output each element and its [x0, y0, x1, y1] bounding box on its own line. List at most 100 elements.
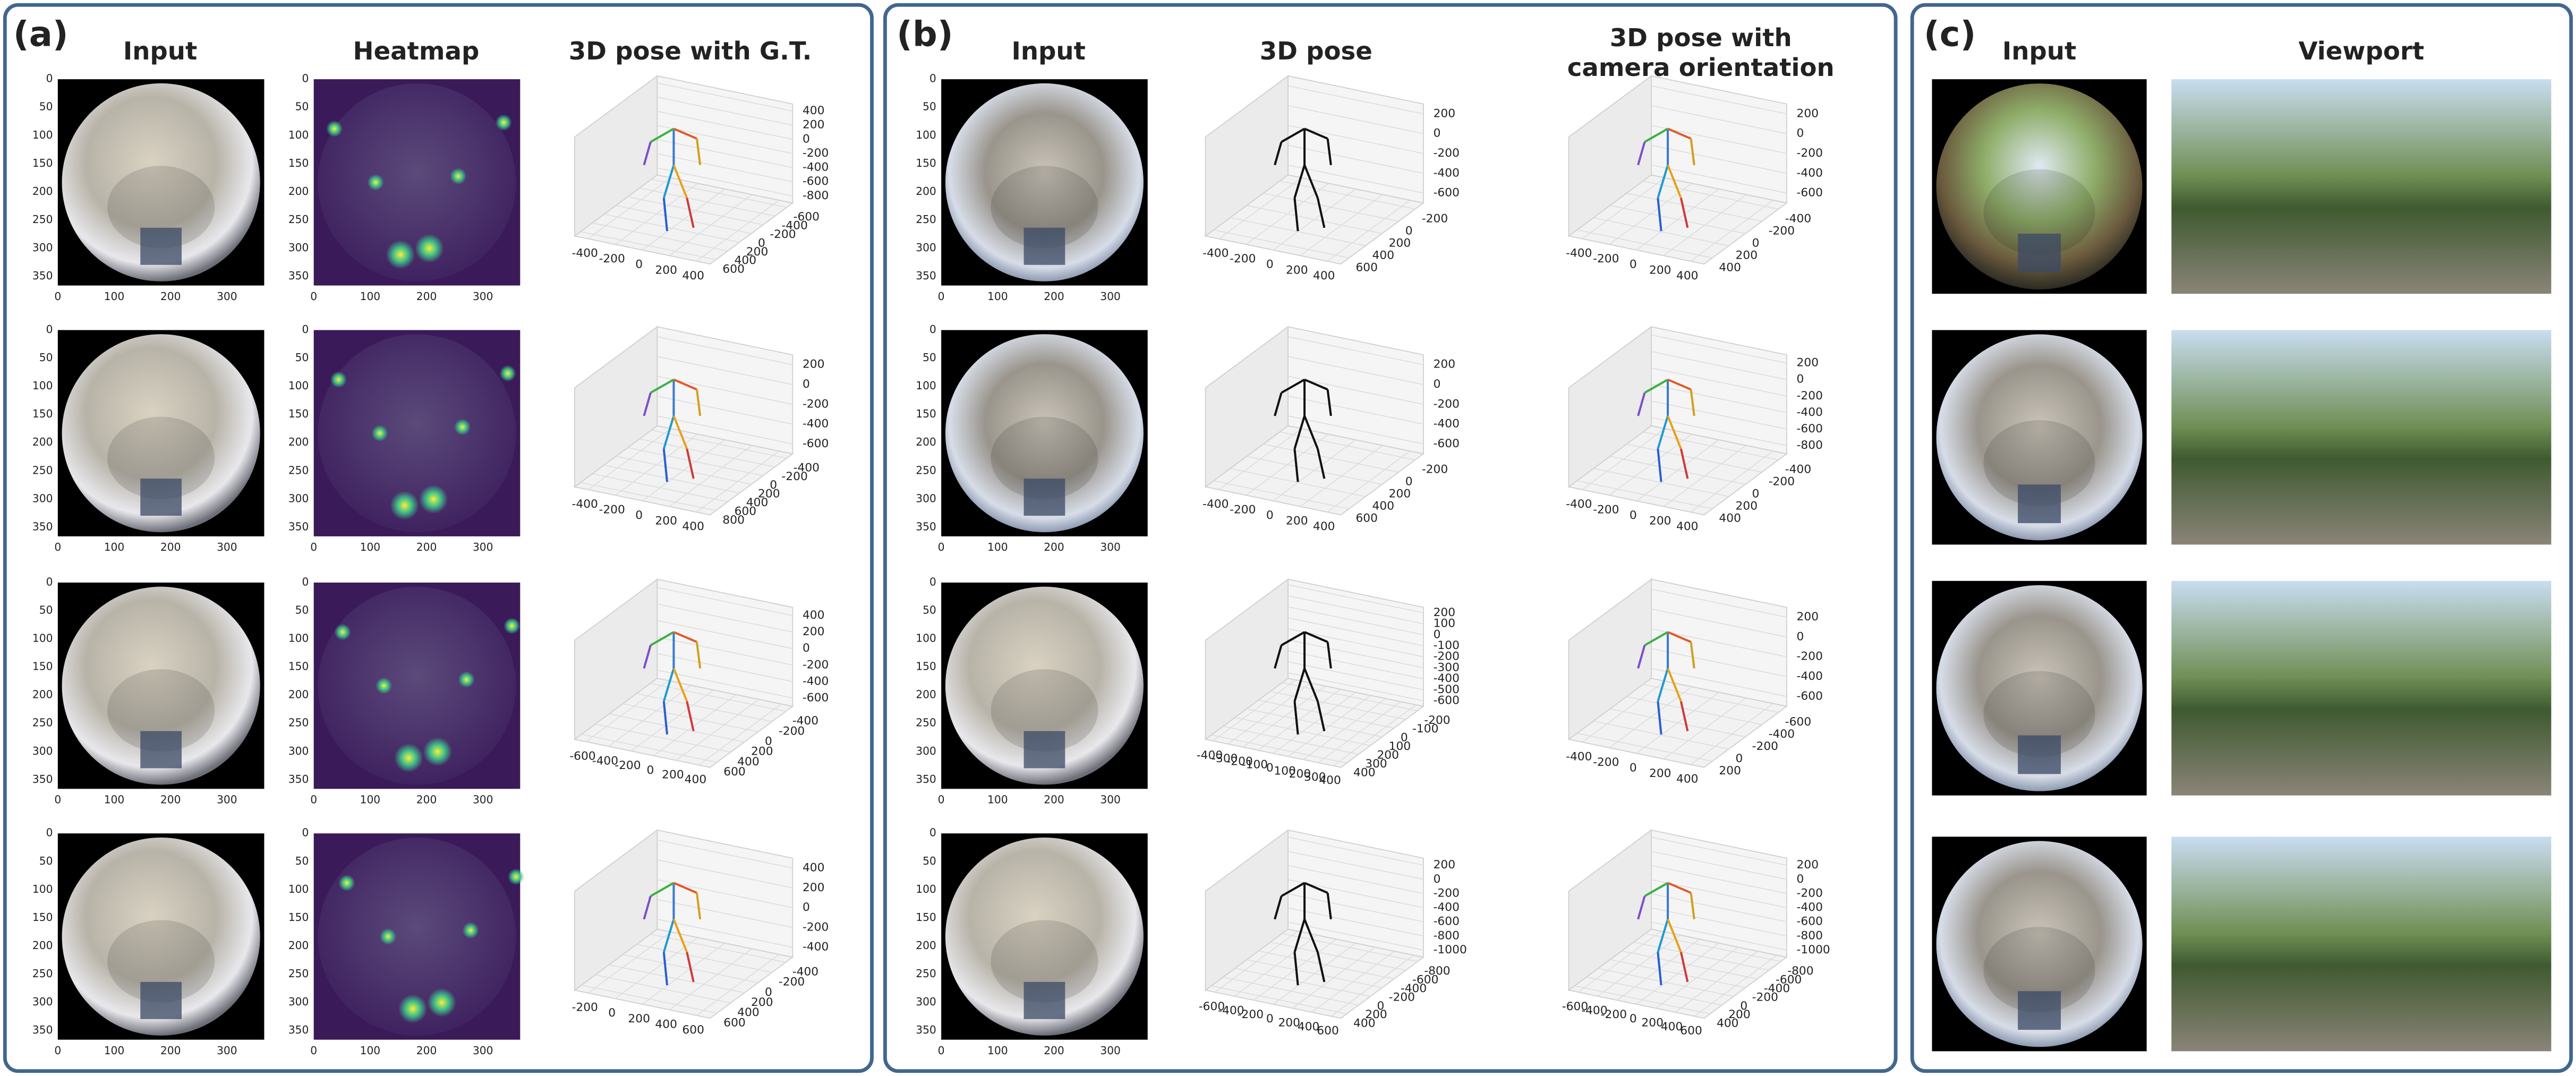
image-y-tick: 200 [916, 435, 936, 448]
image-y-tick: 300 [32, 241, 53, 254]
image-x-tick: 200 [1044, 290, 1064, 303]
x-tick-label: -400 [572, 247, 598, 260]
z-tick-label: -600 [803, 175, 829, 188]
image-y-tick: 250 [32, 213, 53, 226]
image-y-tick: 150 [916, 157, 936, 169]
z-tick-label: -600 [1434, 915, 1460, 928]
z-tick-label: -400 [803, 941, 829, 954]
input-image-body [1024, 479, 1065, 516]
image-y-tick: 250 [916, 213, 936, 226]
x-tick-label: -100 [1242, 758, 1268, 772]
image-x-tick: 300 [1100, 541, 1121, 553]
image-x-tick: 0 [54, 290, 61, 303]
image-y-tick: 300 [288, 492, 309, 505]
image-x-tick: 300 [473, 793, 493, 806]
z-tick-label: -200 [1434, 147, 1460, 160]
heatmap-blob [386, 240, 415, 269]
column-header: Heatmap [353, 37, 480, 65]
x-tick-label: -400 [572, 498, 598, 511]
image-x-tick: 0 [54, 541, 61, 553]
image-y-tick: 0 [46, 323, 53, 336]
image-x-tick: 0 [310, 541, 317, 553]
image-x-tick: 200 [416, 541, 437, 553]
image-y-tick: 100 [288, 379, 309, 392]
image-y-tick: 200 [288, 435, 309, 448]
z-tick-label: -200 [1434, 397, 1460, 411]
input-image-body [2018, 991, 2061, 1030]
image-y-tick: 350 [32, 773, 53, 785]
y-tick-label: -400 [1769, 728, 1795, 741]
image-y-tick: 200 [32, 939, 53, 952]
input-image-body [140, 479, 182, 516]
heatmap-blob [330, 371, 347, 388]
x-tick-label: -200 [1238, 1008, 1264, 1021]
image-y-tick: 50 [295, 603, 309, 616]
x-tick-label: 200 [1649, 515, 1671, 528]
y-tick-label: -600 [1785, 715, 1811, 729]
panel-label: (b) [897, 14, 953, 54]
input-image-body [1024, 731, 1065, 768]
x-tick-label: -400 [1202, 498, 1229, 511]
y-tick-label: -600 [794, 210, 820, 224]
z-tick-label: -400 [1797, 670, 1823, 683]
image-y-tick: 350 [32, 520, 53, 533]
image-y-tick: 250 [288, 213, 309, 226]
x-tick-label: 200 [655, 515, 677, 528]
image-y-tick: 250 [916, 967, 936, 980]
z-tick-label: -800 [1797, 929, 1823, 942]
z-tick-label: -200 [803, 147, 829, 160]
input-image-body [2018, 484, 2061, 523]
z-tick-label: -600 [803, 691, 829, 704]
image-x-tick: 300 [1100, 793, 1121, 806]
x-tick-label: -200 [599, 503, 625, 516]
image-y-tick: 200 [32, 435, 53, 448]
input-image-body [1024, 982, 1065, 1019]
image-x-tick: 200 [160, 1044, 181, 1057]
image-x-tick: 200 [416, 1044, 437, 1057]
x-tick-label: -200 [1593, 503, 1619, 516]
heatmap-blob [496, 114, 512, 131]
z-tick-label: -200 [803, 920, 829, 934]
image-y-tick: 50 [39, 855, 53, 867]
x-tick-label: 400 [1676, 773, 1699, 786]
image-y-tick: 200 [32, 185, 53, 198]
y-tick-label: 0 [1405, 224, 1413, 237]
image-x-tick: 100 [104, 541, 125, 553]
x-tick-label: -200 [1601, 1008, 1627, 1021]
image-x-tick: 0 [938, 290, 945, 303]
heatmap-blob [508, 868, 524, 885]
input-image-body [140, 228, 182, 265]
image-y-tick: 50 [295, 855, 309, 867]
image-y-tick: 150 [916, 660, 936, 673]
y-tick-label: 200 [1719, 764, 1741, 778]
image-y-tick: 0 [302, 72, 309, 85]
y-tick-label: 0 [1752, 236, 1760, 250]
image-x-tick: 0 [938, 793, 945, 806]
z-tick-label: 0 [1434, 127, 1441, 140]
z-tick-label: 200 [803, 881, 825, 894]
image-y-tick: 150 [288, 911, 309, 924]
x-tick-label: 200 [628, 1012, 650, 1026]
image-x-tick: 0 [310, 290, 317, 303]
x-tick-label: 200 [1649, 263, 1671, 277]
panel-label: (c) [1924, 14, 1976, 54]
y-tick-label: 600 [1355, 261, 1378, 274]
y-tick-label: 200 [1389, 488, 1411, 501]
z-tick-label: -600 [1434, 694, 1460, 707]
y-tick-label: 0 [1736, 752, 1743, 765]
image-y-tick: 300 [32, 745, 53, 757]
image-y-tick: 200 [916, 939, 936, 952]
image-x-tick: 300 [473, 541, 493, 553]
y-tick-label: -800 [1787, 964, 1813, 978]
x-tick-label: 600 [1680, 1024, 1702, 1037]
y-tick-label: 0 [1752, 488, 1760, 501]
z-tick-label: -200 [1797, 650, 1823, 663]
heatmap-blob [372, 425, 388, 441]
x-tick-label: 400 [655, 1018, 677, 1031]
image-x-tick: 300 [217, 1044, 237, 1057]
heatmap-blob [504, 618, 520, 634]
image-x-tick: 200 [160, 290, 181, 303]
y-tick-label: 0 [1377, 1000, 1384, 1013]
heatmap-blob [463, 922, 479, 938]
x-tick-label: 200 [662, 768, 684, 782]
